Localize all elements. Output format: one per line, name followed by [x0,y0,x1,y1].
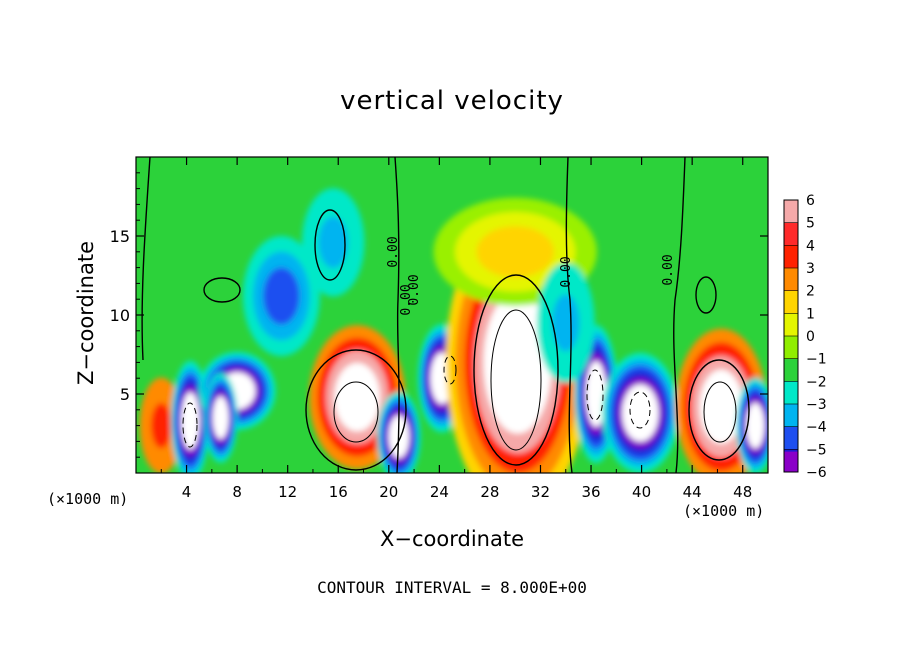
contour-zero-line [141,157,151,361]
downdraft-cell [318,216,348,268]
colorbar-swatch [784,381,798,405]
colorbar-label: −4 [806,420,827,436]
downdraft-cell [746,402,765,449]
x-tick-label: 24 [430,483,449,501]
colorbar-swatch [784,268,798,292]
colorbar-swatch [784,336,798,360]
x-tick-label: 4 [182,483,192,501]
contour-label: 0.00 [399,284,414,315]
downdraft-cell [181,392,200,450]
colorbar: 6 5 4 3 2 1 0 −1 −2 −3 −4 −5 −6 [783,193,827,481]
contour-negative-line [443,355,457,385]
y-tick-label: 5 [120,385,130,404]
contour-zero-line [565,157,573,473]
colorbar-label: 1 [806,306,815,322]
colorbar-label: −1 [806,352,827,368]
colorbar-swatch [784,426,798,450]
x-unit-right: (×1000 m) [683,502,765,520]
colorbar-swatch [784,451,798,472]
x-tick-label: 8 [232,483,242,501]
colorbar-swatch [784,290,798,314]
contour-interval-note: CONTOUR INTERVAL = 8.000E+00 [317,578,587,597]
contour-label: 0.00 [386,236,401,267]
x-tick-label: 36 [581,483,600,501]
updraft-cell [483,291,552,434]
colorbar-label: −5 [806,442,827,458]
downdraft-cell [552,294,580,352]
contour-label: 0.00 [661,254,676,285]
contour-zero-line [673,157,686,473]
chart-title: vertical velocity [340,86,564,116]
contour-lines [141,157,750,473]
x-tick-label: 28 [480,483,499,501]
colorbar-swatch [784,245,798,269]
contour-negative-line [629,391,651,429]
contour-label: 0.00 [407,274,422,305]
x-tick-label: 40 [632,483,651,501]
colorbar-label: −3 [806,397,827,413]
plot-area [136,157,768,473]
contour-inner-line [703,381,737,443]
y-axis: 5 10 15 [110,172,768,458]
updraft-cell [334,363,380,432]
colorbar-swatch [784,358,798,382]
colorbar-swatch [784,404,798,428]
colorbar-label: 2 [806,284,815,300]
colorbar-swatch [784,222,798,246]
downdraft-cell [212,396,229,440]
contour-inner-line [490,309,542,451]
contour-label: 0.00 [559,256,574,287]
x-tick-label: 32 [531,483,550,501]
contour-negative-line [182,402,198,448]
x-axis-label: X−coordinate [380,527,524,551]
x-axis: 4 8 12 16 20 24 28 32 36 40 44 48 [160,157,752,501]
contour-negative-line [586,369,604,421]
contour-labels: 0.000.00 0.000.000.00 [386,236,676,315]
updraft-cell [476,226,554,278]
contour-inner-line [333,381,379,443]
contour-closed-line [473,274,559,466]
field-cells [139,188,768,473]
contour-zero-line [394,157,400,473]
contour-closed-line [695,276,717,314]
colorbar-label: 6 [806,193,815,209]
colorbar-label: 0 [806,329,815,345]
contour-closed-line [314,209,346,281]
contour-closed-line [203,277,241,303]
downdraft-cell [622,384,659,442]
x-tick-label: 16 [329,483,348,501]
downdraft-cell [263,267,300,325]
y-tick-label: 15 [110,227,130,246]
colorbar-label: 3 [806,261,815,277]
y-tick-label: 10 [110,306,130,325]
contour-closed-line [688,359,750,461]
x-tick-label: 20 [379,483,398,501]
x-tick-label: 44 [683,483,702,501]
x-tick-label: 12 [278,483,297,501]
updraft-cell [151,402,172,449]
colorbar-swatch [784,313,798,337]
colorbar-swatch [784,200,798,224]
colorbar-label: 4 [806,238,815,254]
x-unit-left: (×1000 m) [47,490,129,508]
colorbar-label: 5 [806,216,815,232]
colorbar-label: −6 [806,465,827,481]
contour-closed-line [305,349,407,471]
colorbar-label: −2 [806,374,827,390]
y-axis-label: Z−coordinate [74,241,98,385]
x-tick-label: 48 [733,483,752,501]
